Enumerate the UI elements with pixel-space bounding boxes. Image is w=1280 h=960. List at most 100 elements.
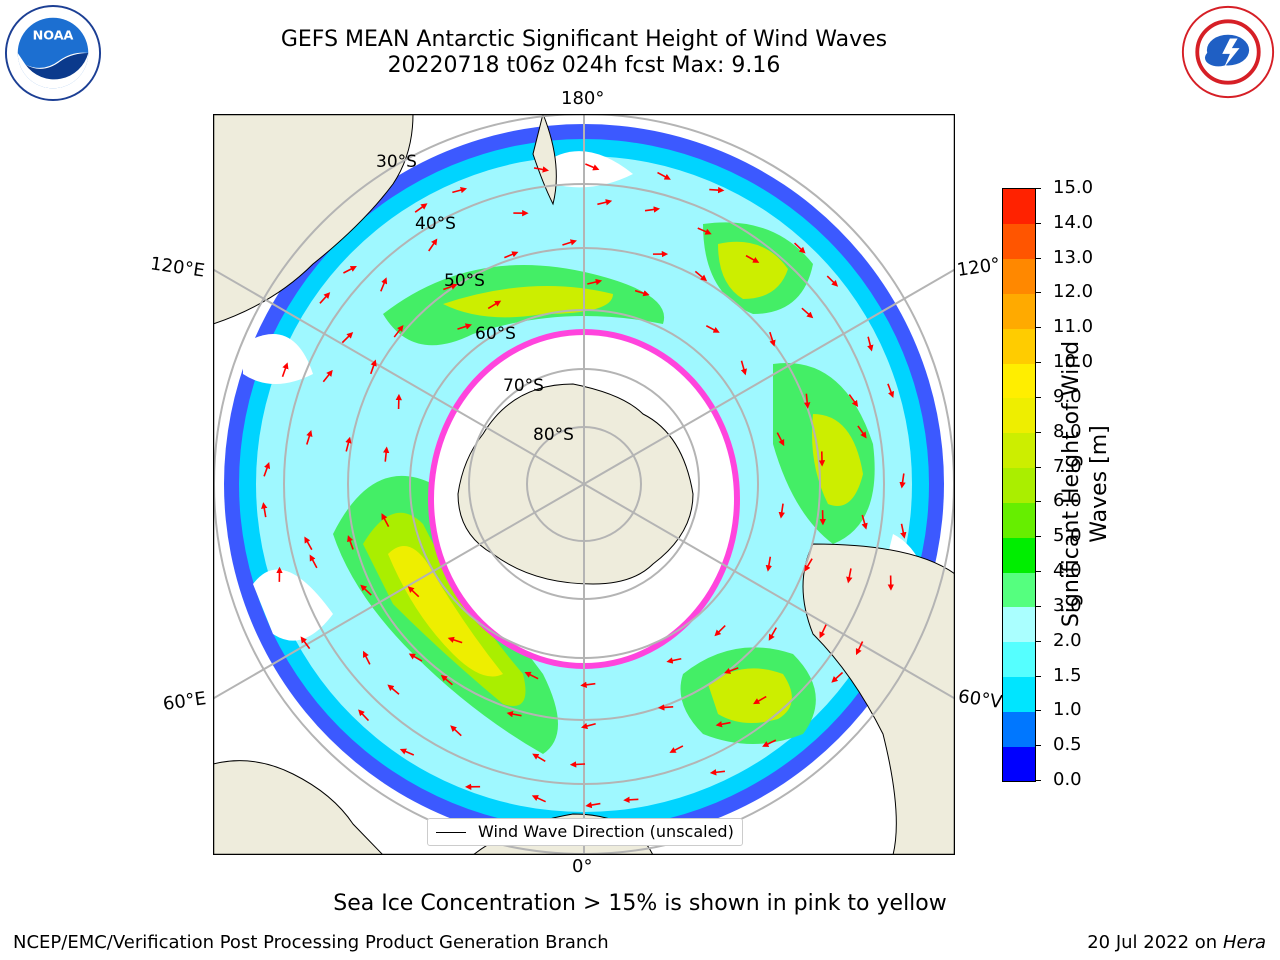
wind-arrow [450, 725, 462, 737]
colorbar-segment [1003, 537, 1035, 573]
wind-arrow [506, 710, 522, 718]
wind-arrow [819, 624, 827, 639]
wind-arrow [381, 513, 390, 527]
colorbar-tick-label: 11.0 [1053, 316, 1094, 338]
legend-line-icon [436, 832, 466, 833]
wind-arrow [443, 283, 458, 291]
colorbar-segment [1003, 432, 1035, 469]
wind-arrow [724, 667, 739, 674]
colorbar-segment [1003, 223, 1035, 260]
colorbar-tick-label: 5.0 [1053, 525, 1082, 547]
polar-map [213, 114, 955, 855]
wind-arrow [393, 325, 404, 338]
wind-arrow [380, 277, 388, 292]
wind-arrow [597, 199, 613, 206]
wind-arrow [848, 394, 859, 407]
colorbar-tick [1035, 710, 1041, 712]
wind-arrow [634, 289, 650, 297]
wind-arrow [745, 254, 760, 263]
wind-arrow [580, 681, 596, 688]
wind-arrow [347, 535, 354, 550]
colorbar-segment [1003, 711, 1035, 747]
wind-arrow [899, 473, 906, 489]
lat-label-60s: 60°S [475, 324, 516, 344]
colorbar-tick-label: 0.0 [1053, 769, 1082, 790]
map-legend: Wind Wave Direction (unscaled) [427, 818, 743, 846]
wind-arrow [644, 206, 661, 213]
wind-arrow [831, 671, 844, 683]
wind-arrow [428, 238, 438, 252]
colorbar-tick [1035, 605, 1041, 607]
wind-arrow [587, 278, 603, 286]
wind-arrow [857, 425, 867, 439]
colorbar-segment [1003, 572, 1035, 608]
wind-arrow [765, 556, 772, 572]
wind-arrow [715, 721, 731, 728]
colorbar-tick-label: 6.0 [1053, 490, 1082, 512]
colorbar-tick-label: 2.0 [1053, 629, 1082, 651]
wind-arrow [705, 325, 720, 333]
colorbar-segment [1003, 746, 1035, 782]
wind-arrow [709, 186, 725, 194]
wind-arrow [457, 323, 472, 330]
colorbar-segment [1003, 363, 1035, 399]
colorbar-tick [1035, 640, 1041, 642]
wind-arrow [504, 251, 519, 259]
wind-arrow [261, 502, 268, 518]
colorbar-tick [1035, 745, 1041, 747]
lon-label-180: 180° [561, 88, 605, 109]
colorbar-tick-label: 9.0 [1053, 385, 1082, 407]
colorbar-tick [1035, 501, 1041, 503]
chart-title: GEFS MEAN Antarctic Significant Height o… [280, 27, 888, 52]
wind-arrow [399, 748, 415, 756]
wind-arrow [382, 446, 390, 462]
lon-label-120e: 120°E [148, 253, 206, 282]
lat-label-40s: 40°S [415, 214, 456, 234]
colorbar-title-line2: Waves [m] [1087, 425, 1112, 543]
colorbar-tick-label: 7.0 [1053, 455, 1082, 477]
wind-arrow [697, 227, 712, 235]
wind-arrow [569, 761, 586, 768]
noaa-logo: NOAA [4, 4, 102, 102]
wind-arrow [562, 239, 577, 246]
wind-arrow [753, 695, 767, 705]
footer-date: 20 Jul 2022 on Hera [1087, 932, 1266, 954]
wind-arrow [826, 275, 839, 287]
colorbar-segment [1003, 258, 1035, 294]
colorbar-tick [1035, 362, 1041, 364]
wind-arrow [533, 166, 550, 173]
wind-arrow [762, 739, 777, 747]
lat-label-30s: 30°S [376, 152, 417, 172]
wind-arrow [714, 625, 726, 637]
colorbar-segment [1003, 467, 1035, 503]
wind-arrow [322, 369, 333, 383]
wind-arrow [363, 650, 371, 665]
lon-label-120w: 120° [955, 254, 1002, 281]
legend-label: Wind Wave Direction (unscaled) [478, 822, 734, 841]
lat-label-80s: 80°S [533, 425, 574, 445]
wind-arrow [300, 636, 311, 650]
wind-arrow [666, 657, 682, 664]
wind-arrow [387, 684, 400, 695]
colorbar-segment [1003, 189, 1035, 225]
colorbar-tick-label: 1.0 [1053, 699, 1082, 721]
colorbar-segment [1003, 641, 1035, 678]
colorbar-tick-label: 13.0 [1053, 246, 1094, 268]
wind-arrow [309, 554, 318, 569]
colorbar-tick [1035, 675, 1041, 677]
wind-arrow [414, 203, 428, 213]
colorbar-tick-label: 0.5 [1053, 734, 1082, 756]
wind-arrow [855, 641, 864, 656]
footer-date-text: 20 Jul 2022 on [1087, 932, 1223, 953]
wind-arrow [306, 430, 313, 445]
wind-arrow [360, 584, 372, 596]
wind-arrow [846, 568, 853, 584]
wind-arrow [623, 796, 639, 804]
wind-arrow [867, 336, 874, 352]
colorbar-tick [1035, 222, 1041, 224]
wind-arrow [263, 461, 271, 477]
footer-host: Hera [1222, 932, 1266, 953]
colorbar-tick [1035, 292, 1041, 294]
footer-credit: NCEP/EMC/Verification Post Processing Pr… [13, 932, 609, 953]
colorbar-tick [1035, 466, 1041, 468]
